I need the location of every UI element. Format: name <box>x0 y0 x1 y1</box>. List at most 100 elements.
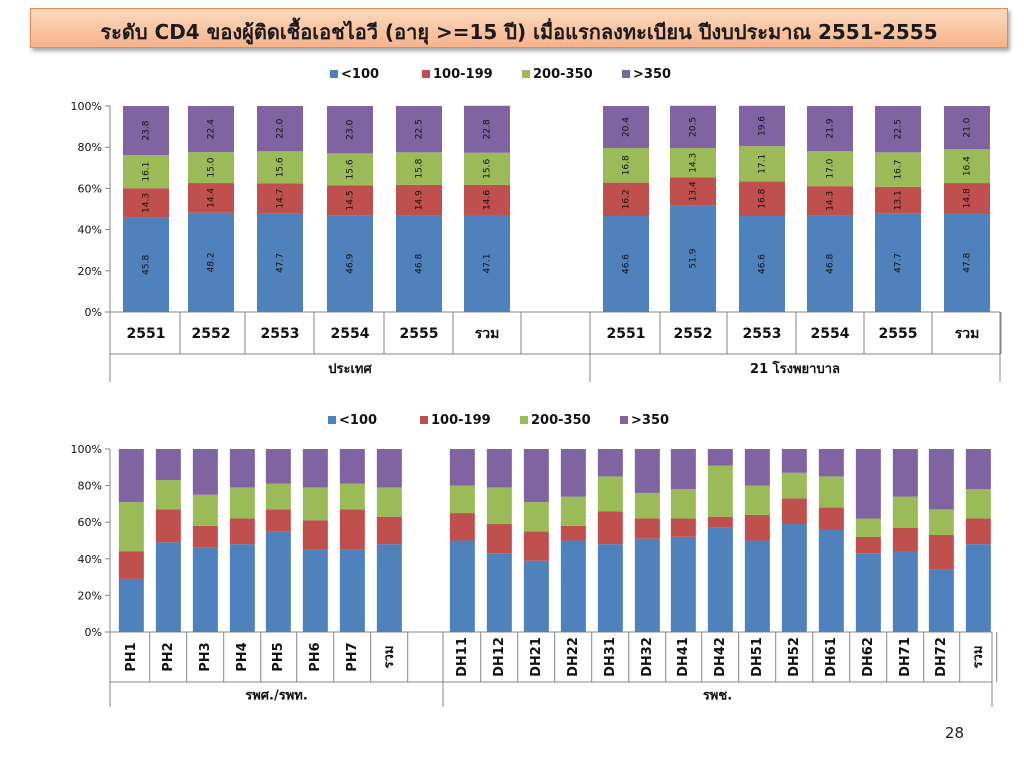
group-label: รพศ./รพท. <box>245 689 308 704</box>
bar-segment <box>486 487 512 525</box>
bar-segment <box>781 449 807 473</box>
data-label: 13.1 <box>894 190 904 210</box>
bar-segment <box>928 509 954 536</box>
data-label: 22.8 <box>483 119 493 139</box>
bar-segment <box>892 449 918 497</box>
category-label: PH3 <box>198 642 213 671</box>
data-label: 17.0 <box>826 158 836 178</box>
bar-segment <box>188 152 234 184</box>
bar-segment <box>192 494 218 526</box>
y-tick-label: 80% <box>78 141 102 154</box>
bar-segment <box>739 146 785 182</box>
bar-segment <box>302 487 328 521</box>
y-tick-label: 0% <box>85 306 102 319</box>
bar-segment <box>818 449 844 477</box>
bar-segment <box>744 449 770 486</box>
bar-segment <box>188 106 234 153</box>
bar-segment <box>781 498 807 525</box>
bar-segment <box>376 487 402 517</box>
bar-segment <box>597 511 623 545</box>
legend-swatch <box>620 416 628 424</box>
y-tick-label: 80% <box>78 480 102 493</box>
bar-segment <box>965 489 991 519</box>
data-label: 14.4 <box>207 188 217 208</box>
bar-segment <box>892 551 918 632</box>
legend-label: 100-199 <box>433 67 493 82</box>
bar-segment <box>707 449 733 466</box>
y-tick-label: 100% <box>71 443 102 456</box>
category-label: DH42 <box>713 637 728 677</box>
bar-segment <box>739 216 785 312</box>
data-label: 14.3 <box>826 191 836 211</box>
data-label: 14.6 <box>483 190 493 210</box>
category-label: 2553 <box>743 326 782 342</box>
bar-segment <box>449 449 475 486</box>
data-label: 22.4 <box>207 119 217 139</box>
bar-segment <box>560 496 586 526</box>
category-label: DH21 <box>529 637 544 677</box>
data-label: 46.8 <box>826 254 836 274</box>
y-tick-label: 40% <box>78 224 102 237</box>
data-label: 14.9 <box>415 190 425 210</box>
bar-segment <box>376 516 402 545</box>
data-label: 17.1 <box>758 154 768 174</box>
category-label: รวม <box>475 326 500 342</box>
category-label: DH11 <box>455 637 470 677</box>
y-tick-label: 100% <box>71 100 102 113</box>
bar-segment <box>118 449 144 503</box>
y-tick-label: 20% <box>78 265 102 278</box>
bar-segment <box>670 105 716 149</box>
page-number: 28 <box>944 724 964 742</box>
data-label: 47.8 <box>963 252 973 272</box>
bar-segment <box>807 106 853 152</box>
bar-segment <box>257 151 303 184</box>
data-label: 47.7 <box>894 253 904 273</box>
category-label: 2554 <box>331 326 370 342</box>
group-label: รพช. <box>703 689 732 704</box>
bar-segment <box>229 487 255 519</box>
bar-segment <box>376 544 402 632</box>
bar-segment <box>523 560 549 632</box>
bar-segment <box>807 215 853 312</box>
legend-label: 200-350 <box>533 67 593 82</box>
bar-segment <box>670 518 696 537</box>
data-label: 20.5 <box>689 117 699 137</box>
bar-segment <box>188 212 234 312</box>
category-label: รวม <box>971 646 986 669</box>
bar-segment <box>265 449 291 484</box>
bar-segment <box>739 105 785 147</box>
bar-segment <box>634 492 660 519</box>
data-label: 46.9 <box>346 253 356 273</box>
bar-segment <box>855 536 881 554</box>
bar-segment <box>339 483 365 510</box>
bar-segment <box>781 472 807 499</box>
bar-segment <box>744 485 770 515</box>
group-label: ประเทศ <box>328 362 372 377</box>
data-label: 47.7 <box>276 253 286 273</box>
bar-segment <box>670 489 696 519</box>
bar-segment <box>807 186 853 216</box>
legend-swatch <box>328 416 336 424</box>
y-tick-label: 20% <box>78 589 102 602</box>
data-label: 47.1 <box>483 253 493 273</box>
bar-segment <box>123 106 169 156</box>
bar-segment <box>302 520 328 550</box>
bar-segment <box>449 513 475 541</box>
bar-segment <box>327 153 373 186</box>
bar-segment <box>229 518 255 545</box>
bar-segment <box>670 177 716 206</box>
legend-label: >350 <box>633 67 671 82</box>
data-label: 46.6 <box>758 254 768 274</box>
data-label: 46.6 <box>622 254 632 274</box>
bar-segment <box>123 155 169 189</box>
legend-swatch <box>622 70 630 78</box>
data-label: 16.7 <box>894 160 904 180</box>
category-label: PH7 <box>345 642 360 671</box>
bar-segment <box>396 152 442 185</box>
legend-swatch <box>422 70 430 78</box>
data-label: 16.8 <box>758 188 768 208</box>
bar-segment <box>523 502 549 532</box>
bar-segment <box>670 536 696 632</box>
bar-segment <box>928 449 954 510</box>
